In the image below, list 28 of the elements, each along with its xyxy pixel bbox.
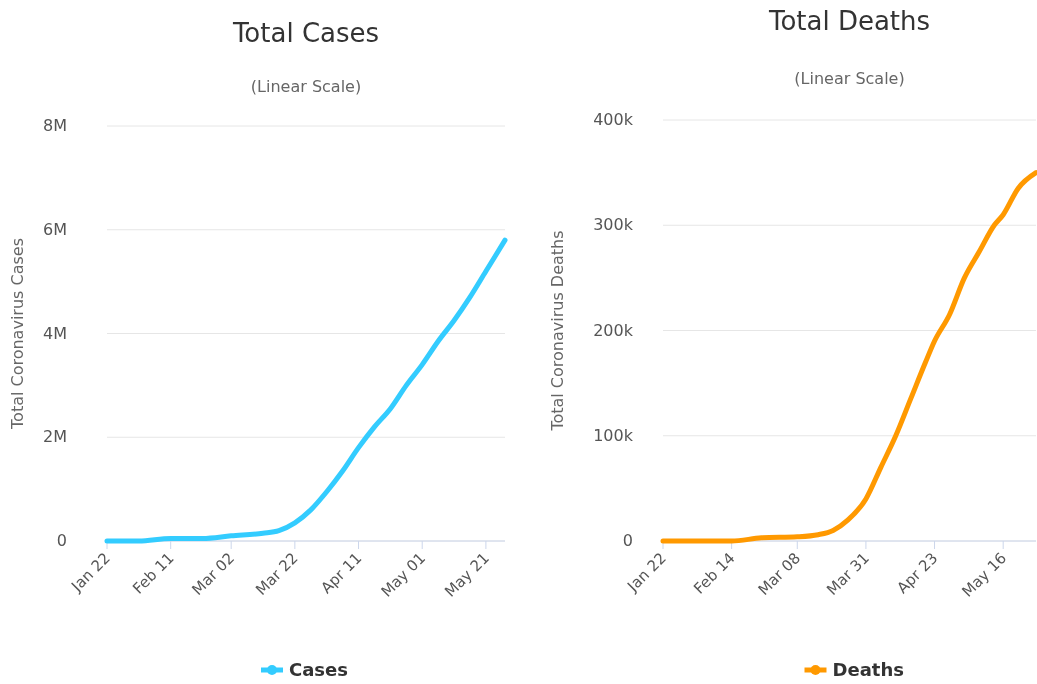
y-tick-label: 6M [43,219,67,239]
chart-title: Total Cases [231,18,380,48]
x-tick-label: Mar 31 [823,549,873,599]
y-tick-label: 200k [593,320,634,340]
y-axis-title: Total Coronavirus Deaths [548,230,567,432]
y-axis-title: Total Coronavirus Cases [8,238,27,430]
y-tick-label: 0 [56,531,67,550]
y-tick-label: 2M [43,427,67,447]
x-tick-label: Mar 08 [754,549,805,599]
x-tick-label: Mar 22 [252,549,302,599]
y-tick-label: 4M [43,323,67,343]
x-tick-label: Feb 14 [690,549,739,598]
x-tick-label: Feb 11 [129,549,178,598]
y-tick-label: 400k [593,110,634,129]
y-tick-label: 0 [622,531,633,550]
legend-label: Cases [289,659,348,680]
x-tick-label: Jan 22 [67,549,114,596]
y-tick-label: 100k [593,425,634,445]
x-tick-label: Mar 02 [188,549,238,599]
chart-title: Total Deaths [767,6,931,36]
y-tick-label: 8M [43,116,67,135]
chart-subtitle: (Linear Scale) [794,69,905,88]
x-tick-label: Apr 23 [893,549,942,598]
y-tick-label: 300k [593,215,634,235]
chart-subtitle: (Linear Scale) [250,77,362,96]
x-tick-label: Apr 11 [317,549,366,598]
legend-label: Deaths [832,659,904,680]
x-tick-label: Jan 22 [623,549,670,596]
